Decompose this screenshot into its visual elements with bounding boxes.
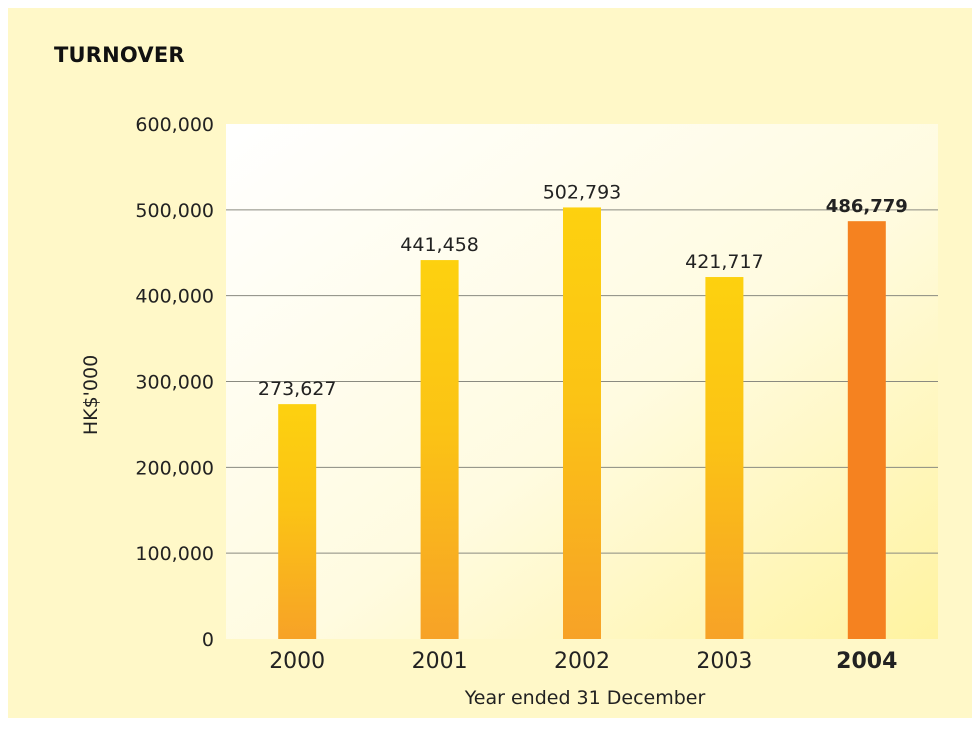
x-tick-label: 2000 [269, 649, 325, 674]
x-tick-label: 2001 [412, 649, 468, 674]
bar [420, 260, 459, 639]
bar [278, 404, 317, 639]
x-tick-label: 2003 [696, 649, 752, 674]
y-tick-label: 200,000 [135, 457, 214, 479]
x-axis-label: Year ended 31 December [464, 687, 706, 709]
bar-value-label: 273,627 [258, 378, 337, 400]
chart-title: TURNOVER [54, 43, 185, 67]
y-axis-label: HK$'000 [80, 355, 102, 435]
y-tick-label: 400,000 [135, 286, 214, 308]
y-tick-label: 300,000 [135, 372, 214, 394]
bar-value-label: 502,793 [543, 181, 622, 203]
y-tick-label: 600,000 [135, 114, 214, 136]
x-tick-label: 2002 [554, 649, 610, 674]
y-tick-label: 0 [202, 629, 214, 651]
x-tick-label: 2004 [836, 649, 897, 674]
bar-value-label: 486,779 [826, 196, 908, 217]
bar-value-label: 421,717 [685, 251, 764, 273]
y-tick-label: 500,000 [135, 200, 214, 222]
bar [847, 221, 886, 640]
y-tick-label: 100,000 [135, 543, 214, 565]
bar-value-label: 441,458 [400, 234, 479, 256]
bar [705, 277, 744, 639]
bar [563, 207, 601, 639]
